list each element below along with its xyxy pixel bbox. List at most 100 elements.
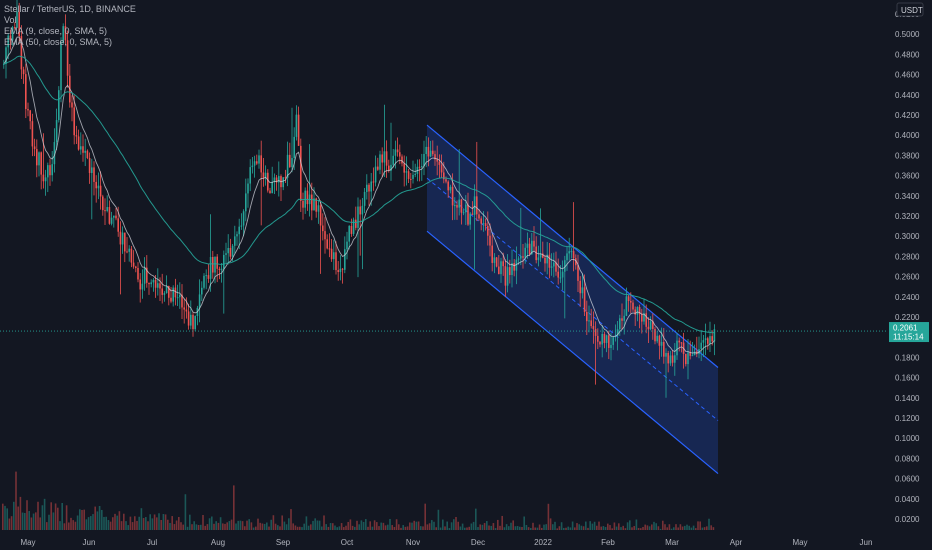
- candle-body: [313, 198, 315, 211]
- volume-bar: [580, 525, 583, 530]
- volume-bar: [219, 517, 222, 530]
- price-tick-label: 0.4800: [895, 50, 920, 59]
- currency-badge[interactable]: [896, 2, 924, 17]
- volume-bar: [629, 520, 631, 530]
- candle-body: [168, 285, 170, 298]
- candle-body: [458, 199, 460, 208]
- volume-bar: [431, 520, 433, 530]
- candle-body: [71, 102, 73, 108]
- volume-bar: [17, 506, 19, 530]
- candle-body: [557, 271, 559, 278]
- candle-body: [227, 247, 229, 254]
- candle-body: [73, 107, 75, 136]
- volume-bar: [417, 521, 420, 530]
- volume-bar: [74, 521, 77, 530]
- candle-body: [484, 223, 487, 226]
- candle-body: [58, 90, 60, 121]
- volume-bar: [690, 527, 693, 530]
- candle-body: [588, 320, 590, 322]
- channel-upper-line[interactable]: [426, 124, 719, 368]
- volume-bar: [307, 525, 310, 530]
- candle-body: [84, 150, 86, 153]
- candle-body: [528, 243, 531, 255]
- candle-body: [480, 218, 482, 224]
- volume-bar: [677, 527, 679, 530]
- candle-body: [370, 181, 372, 192]
- volume-bar: [226, 522, 228, 530]
- candle-body: [139, 279, 141, 290]
- ema-slow-line[interactable]: [3, 55, 715, 334]
- volume-bar: [508, 526, 510, 530]
- volume-indicator-label: Vol: [4, 15, 17, 25]
- candle-body: [172, 287, 174, 302]
- volume-bar: [486, 521, 488, 530]
- volume-bar: [490, 525, 492, 530]
- candle-body: [546, 254, 548, 264]
- volume-bar: [103, 516, 105, 530]
- candle-body: [104, 210, 106, 212]
- time-tick-label: Apr: [730, 538, 743, 547]
- last-price-badge[interactable]: [889, 322, 929, 343]
- volume-bar: [79, 509, 81, 530]
- candle-body: [572, 251, 575, 259]
- candle-body: [223, 254, 225, 269]
- volume-bar: [545, 524, 547, 530]
- volume-bar: [125, 521, 127, 530]
- channel-lower-line[interactable]: [426, 230, 719, 475]
- volume-bar: [653, 521, 655, 530]
- volume-bar: [527, 527, 530, 530]
- ema-fast-line[interactable]: [3, 36, 715, 354]
- candle-body: [498, 266, 500, 275]
- volume-bar: [114, 513, 116, 530]
- candle-body: [432, 150, 434, 155]
- volume-bar: [514, 526, 517, 530]
- candle-body: [82, 146, 84, 153]
- volume-bar: [670, 528, 673, 530]
- volume-bar: [560, 522, 563, 530]
- candle-body: [555, 262, 557, 272]
- volume-bar: [600, 526, 602, 530]
- candle-body: [9, 35, 12, 41]
- candle-body: [568, 251, 570, 254]
- candle-body: [311, 194, 313, 211]
- volume-bar: [257, 518, 259, 530]
- candle-body: [603, 334, 606, 343]
- candle-body: [429, 150, 432, 157]
- volume-bar: [261, 523, 264, 530]
- volume-bar: [516, 526, 519, 530]
- candle-body: [691, 355, 694, 357]
- candle-body: [185, 309, 188, 312]
- volume-bar: [65, 505, 68, 530]
- candle-body: [18, 11, 20, 37]
- price-tick-label: 0.0600: [895, 475, 920, 484]
- candle-body: [366, 184, 368, 192]
- candle-body: [212, 256, 214, 273]
- volume-bar: [578, 524, 580, 530]
- candle-body: [368, 184, 370, 192]
- volume-bar: [406, 526, 409, 530]
- volume-bar: [554, 521, 556, 530]
- candle-body: [396, 149, 399, 153]
- candle-body: [128, 248, 130, 252]
- volume-bar: [703, 527, 706, 530]
- volume-bar: [162, 513, 165, 530]
- candle-body: [300, 145, 302, 201]
- volume-bar: [321, 526, 323, 530]
- candle-body: [599, 341, 601, 345]
- volume-bar: [338, 526, 341, 530]
- price-tick-label: 0.1000: [895, 434, 920, 443]
- volume-bar: [367, 526, 369, 530]
- candle-body: [383, 151, 386, 163]
- candle-body: [504, 266, 507, 286]
- candle-body: [685, 353, 687, 365]
- price-tick-label: 0.5000: [895, 30, 920, 39]
- volume-bar: [266, 522, 268, 530]
- volume-bar: [81, 509, 83, 530]
- volume-bar: [505, 524, 508, 530]
- candle-body: [418, 166, 421, 168]
- candle-body: [271, 181, 273, 194]
- candle-body: [282, 177, 284, 188]
- volume-bar: [582, 526, 585, 530]
- volume-bar: [351, 525, 354, 530]
